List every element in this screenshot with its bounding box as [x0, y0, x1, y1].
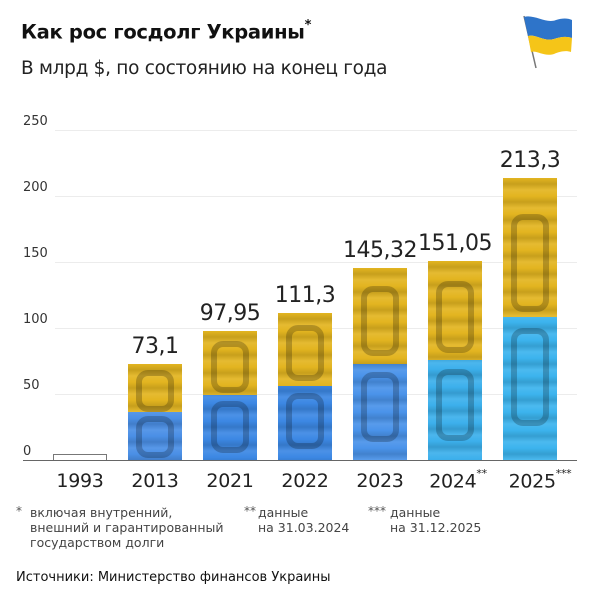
banknote-digit-shape [136, 416, 174, 458]
x-label-2024: 2024** [408, 467, 508, 493]
x-label-1993: 1993 [30, 470, 130, 492]
page-title: Как рос госдолг Украины* [21, 18, 312, 44]
source-credit: Источники: Министерство финансов Украины [16, 570, 331, 585]
gridline-150 [55, 262, 577, 263]
x-label-2013: 2013 [105, 470, 205, 492]
banknote-digit-shape [286, 325, 324, 381]
footnote-mark: ** [244, 504, 256, 518]
banknote-digit-shape [211, 401, 249, 453]
bar-2022 [278, 313, 332, 460]
value-label-2024: 151,05 [418, 231, 492, 256]
title-text: Как рос госдолг Украины [21, 20, 305, 44]
bar-yellow-segment [503, 178, 557, 317]
x-axis-line [23, 460, 577, 461]
footnote-mark: * [16, 504, 22, 518]
banknote-digit-shape [436, 281, 474, 353]
ukraine-flag-icon [523, 15, 572, 69]
x-label-text: 2022 [281, 470, 329, 492]
banknote-digit-shape [511, 328, 549, 426]
x-label-2022: 2022 [255, 470, 355, 492]
footnote-mark: *** [555, 467, 572, 480]
footnote-mark: *** [368, 504, 386, 518]
y-tick-200: 200 [23, 180, 48, 195]
x-label-text: 2021 [206, 470, 254, 492]
page-subtitle: В млрд $, по состоянию на конец года [21, 58, 388, 79]
banknote-texture [278, 313, 332, 460]
footnote-line: на 31.12.2025 [390, 520, 482, 535]
footnote-1: * включая внутренний, внешний и гарантир… [16, 504, 224, 550]
banknote-texture [428, 261, 482, 460]
footnote-line: на 31.03.2024 [258, 520, 350, 535]
bar-2021 [203, 331, 257, 460]
value-label-2025: 213,3 [499, 148, 561, 173]
gridline-250 [55, 130, 577, 131]
footnote-line: данные [258, 505, 309, 520]
footnote-line: данные [390, 505, 441, 520]
y-tick-250: 250 [23, 114, 48, 129]
bar-2013 [128, 364, 182, 460]
y-tick-150: 150 [23, 246, 48, 261]
footnote-2: ** данные на 31.03.2024 [244, 504, 350, 535]
x-label-text: 2024 [429, 470, 477, 493]
x-label-2025: 2025*** [490, 467, 590, 493]
x-label-text: 1993 [56, 470, 104, 492]
banknote-digit-shape [511, 214, 549, 312]
y-tick-50: 50 [23, 378, 40, 393]
footnote-line: включая внутренний, [30, 505, 173, 520]
value-label-2013: 73,1 [131, 334, 179, 359]
value-label-2021: 97,95 [199, 301, 261, 326]
banknote-digit-shape [361, 372, 399, 442]
y-tick-100: 100 [23, 312, 48, 327]
banknote-digit-shape [136, 370, 174, 412]
x-label-text: 2025 [508, 470, 556, 493]
banknote-digit-shape [286, 393, 324, 449]
banknote-digit-shape [361, 286, 399, 356]
banknote-digit-shape [436, 369, 474, 441]
footnote-line: государством долги [30, 535, 165, 550]
x-label-2023: 2023 [330, 470, 430, 492]
y-tick-0: 0 [23, 444, 32, 459]
banknote-texture [353, 268, 407, 460]
footnote-line: внешний и гарантированный [30, 520, 224, 535]
footnote-mark: ** [476, 467, 487, 480]
footnote-3: *** данные на 31.12.2025 [368, 504, 482, 535]
gridline-200 [55, 196, 577, 197]
x-label-text: 2013 [131, 470, 179, 492]
bar-2024 [428, 261, 482, 460]
title-footnote-mark: * [304, 18, 312, 33]
value-label-2023: 145,32 [343, 238, 417, 263]
bar-blue-segment [503, 317, 557, 460]
bar-2023 [353, 268, 407, 460]
x-label-text: 2023 [356, 470, 404, 492]
x-label-2021: 2021 [180, 470, 280, 492]
banknote-digit-shape [211, 341, 249, 393]
bar-2025 [503, 178, 557, 460]
value-label-2022: 111,3 [274, 283, 336, 308]
